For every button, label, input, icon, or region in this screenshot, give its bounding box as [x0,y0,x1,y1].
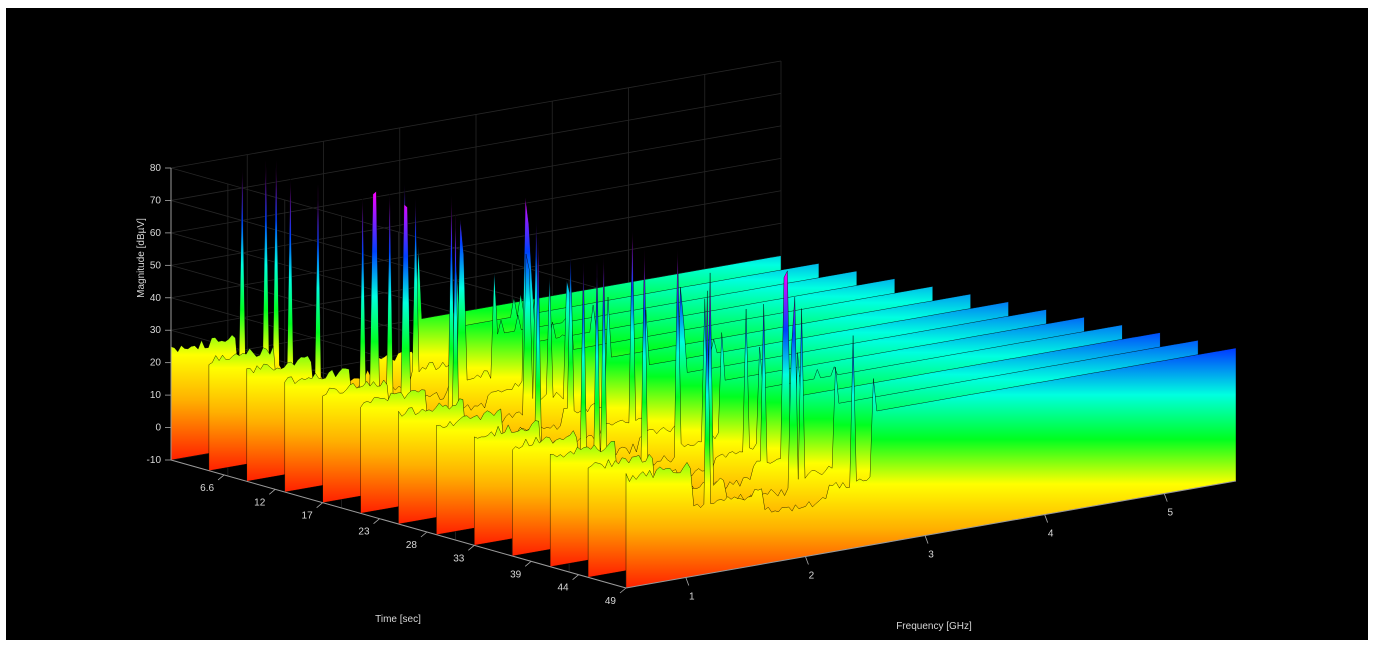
plot-area: -10 0 10 20 30 40 50 60 70 80 6.6 12 17 23 28 33 39 44 49… [6,8,1368,640]
frequency-tick-mark [805,556,809,565]
z-tick-label: -10 [147,455,162,466]
frequency-tick-label: 5 [1167,508,1173,519]
time-tick-mark [619,587,627,594]
time-tick-mark [468,545,475,551]
surface-strip [625,290,1237,589]
time-tick-mark [269,489,276,495]
time-axis-ticks: 6.6 12 17 23 28 33 39 44 49 [200,474,627,607]
time-tick-label: 44 [557,583,569,594]
surface [170,159,1237,589]
z-axis-label: Magnitude [dBµV] [136,218,147,298]
time-tick-label: 39 [510,569,522,580]
time-tick-label: 12 [254,497,266,508]
time-tick-label: 17 [302,511,314,522]
time-tick-label: 23 [358,527,370,538]
frequency-tick-mark [924,535,929,544]
z-tick-label: 0 [155,423,161,434]
z-tick-label: 20 [150,358,162,369]
time-tick-mark [217,474,225,481]
time-tick-mark [524,561,532,567]
time-tick-mark [316,502,323,508]
z-tick-label: 30 [150,325,162,336]
frequency-tick-mark [1163,493,1168,502]
z-tick-label: 40 [150,293,162,304]
frequency-tick-label: 1 [689,592,695,603]
frequency-tick-label: 4 [1048,529,1054,540]
frequency-axis-ticks: 1 2 3 4 5 [685,493,1173,603]
time-tick-label: 6.6 [200,483,214,494]
time-tick-label: 49 [605,596,617,607]
z-tick-label: 10 [150,390,162,401]
z-tick-label: 70 [150,195,162,206]
time-tick-label: 33 [453,553,465,564]
axis-line [625,480,1237,589]
z-tick-label: 80 [150,163,162,174]
frequency-tick-mark [685,577,690,586]
time-tick-mark [420,531,428,538]
z-tick-label: 60 [150,228,162,239]
frequency-tick-mark [1044,514,1049,523]
time-axis-label: Time [sec] [375,614,421,625]
z-axis-ticks: -10 0 10 20 30 40 50 60 70 80 [147,163,171,466]
frequency-axis-label: Frequency [GHz] [896,621,972,632]
z-tick-label: 50 [150,260,162,271]
time-tick-mark [373,518,380,524]
axis-line [170,459,627,589]
time-tick-label: 28 [406,540,418,551]
frequency-tick-label: 2 [809,571,815,582]
time-tick-mark [572,574,579,580]
frequency-tick-label: 3 [928,550,934,561]
